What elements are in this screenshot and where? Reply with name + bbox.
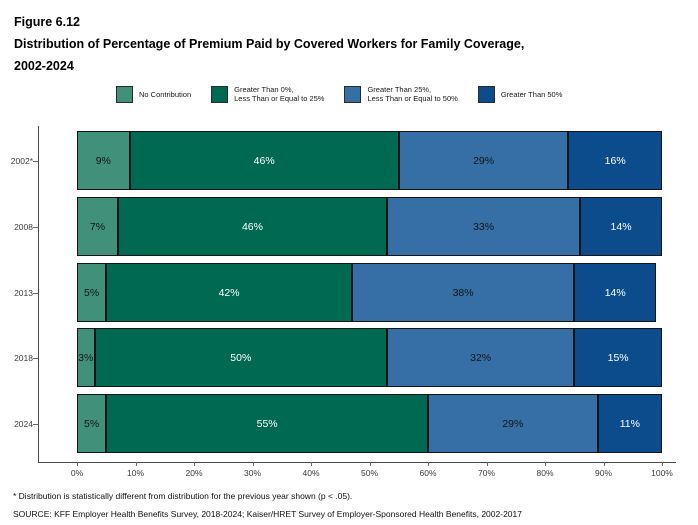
y-axis-line	[38, 126, 39, 463]
bar-segment: 16%	[568, 131, 662, 190]
x-axis-tick	[428, 462, 429, 466]
legend-item-3: Greater Than 50%	[477, 85, 563, 103]
x-axis-tick-label: 20%	[185, 468, 203, 478]
bar-segment-value-label: 32%	[470, 351, 492, 364]
y-axis-label: 2008	[14, 221, 33, 232]
bar-segment-value-label: 15%	[607, 351, 629, 364]
bar-segment-value-label: 50%	[230, 351, 252, 364]
bar-segment-value-label: 42%	[218, 286, 240, 299]
bar-segment-value-label: 5%	[84, 417, 100, 430]
bar-segment-value-label: 14%	[610, 220, 632, 233]
bar-segment: 9%	[77, 131, 130, 190]
x-axis-tick-label: 40%	[302, 468, 320, 478]
bar-segment-value-label: 9%	[95, 154, 111, 167]
y-axis-tick	[33, 357, 38, 359]
x-axis-tick-label: 90%	[594, 468, 612, 478]
bar-segment-value-label: 7%	[89, 220, 106, 233]
bar-segment-value-label: 46%	[241, 220, 263, 233]
bar-segment: 29%	[428, 394, 598, 453]
x-axis-tick-label: 30%	[243, 468, 261, 478]
chart-title-line2: 2002-2024	[14, 59, 74, 73]
legend-item-2: Greater Than 25%, Less Than or Equal to …	[344, 85, 458, 103]
y-axis-label: 2024	[14, 418, 33, 429]
bar-segment-value-label: 29%	[473, 154, 495, 167]
legend-swatch-icon	[344, 85, 362, 103]
bar-segment: 42%	[106, 263, 352, 322]
x-axis-tick	[194, 462, 195, 466]
figure-number: Figure 6.12	[14, 15, 80, 29]
legend-swatch-icon	[211, 85, 229, 103]
bar-segment: 38%	[351, 263, 575, 322]
bar-segment: 15%	[574, 328, 662, 387]
legend-label: Greater Than 0%, Less Than or Equal to 2…	[234, 85, 325, 103]
x-axis-tick-label: 60%	[419, 468, 437, 478]
x-axis-tick	[135, 462, 137, 466]
bar-segment: 7%	[77, 197, 118, 256]
x-axis-tick-label: 100%	[651, 468, 673, 478]
x-axis-tick	[545, 462, 546, 466]
x-axis-tick-label: 50%	[360, 468, 378, 478]
legend-label: Greater Than 25%, Less Than or Equal to …	[367, 85, 458, 103]
y-axis-tick	[33, 423, 38, 425]
legend-item-1: Greater Than 0%, Less Than or Equal to 2…	[211, 85, 324, 103]
bar-segment: 46%	[129, 131, 399, 190]
x-axis-tick-label: 70%	[477, 468, 495, 478]
bar-segment-value-label: 38%	[452, 286, 474, 299]
x-axis-tick	[662, 462, 663, 466]
x-axis-tick	[603, 462, 605, 466]
bar-segment: 14%	[574, 263, 657, 322]
x-axis-tick	[311, 462, 312, 466]
footnote-significance: * Distribution is statistically differen…	[13, 491, 353, 501]
y-axis-tick	[33, 292, 38, 294]
bar-segment-value-label: 46%	[253, 154, 275, 167]
x-axis-tick-label: 10%	[126, 468, 144, 478]
y-axis-label: 2013	[14, 287, 33, 298]
bar-segment: 5%	[77, 263, 107, 322]
bar-segment: 11%	[597, 394, 662, 453]
chart-title-block: Figure 6.12 Distribution of Percentage o…	[14, 11, 524, 77]
bar-segment: 55%	[106, 394, 428, 453]
bar-segment: 29%	[398, 131, 569, 190]
bar-segment: 46%	[117, 197, 388, 256]
x-axis-tick	[252, 462, 254, 466]
footnote-source: SOURCE: KFF Employer Health Benefits Sur…	[13, 508, 522, 519]
bar-segment-value-label: 14%	[604, 286, 626, 299]
bar-segment-value-label: 55%	[256, 417, 278, 430]
bar-segment-value-label: 33%	[473, 220, 495, 233]
chart-legend: No Contribution Greater Than 0%, Less Tha…	[116, 85, 562, 103]
y-axis-tick	[33, 226, 38, 228]
legend-label: No Contribution	[139, 89, 192, 99]
x-axis-tick-label: 0%	[70, 468, 84, 478]
bar-segment: 14%	[580, 197, 662, 256]
x-axis-tick-label: 80%	[536, 468, 554, 478]
bar-segment-value-label: 16%	[604, 154, 626, 167]
x-axis-tick	[486, 462, 488, 466]
bar-segment-value-label: 11%	[619, 417, 640, 430]
legend-swatch-icon	[477, 85, 495, 103]
bar-segment-value-label: 29%	[502, 417, 524, 430]
legend-label: Greater Than 50%	[500, 89, 563, 99]
bar-segment-value-label: 3%	[78, 351, 94, 364]
bar-segment: 33%	[387, 197, 581, 256]
y-axis-tick	[33, 160, 38, 162]
bar-segment: 5%	[77, 394, 107, 453]
bar-segment: 3%	[77, 328, 95, 387]
bar-segment-value-label: 5%	[84, 286, 100, 299]
x-axis-line	[38, 462, 676, 463]
y-axis-label: 2002*	[10, 155, 33, 166]
chart-footnotes: * Distribution is statistically differen…	[13, 488, 522, 523]
legend-swatch-icon	[116, 85, 133, 103]
chart-title-line1: Distribution of Percentage of Premium Pa…	[14, 37, 525, 51]
x-axis-tick	[77, 462, 78, 466]
y-axis-label: 2018	[14, 352, 33, 363]
bar-segment: 32%	[387, 328, 575, 387]
x-axis-tick	[369, 462, 371, 466]
bar-segment: 50%	[94, 328, 388, 387]
legend-item-0: No Contribution	[116, 85, 192, 103]
